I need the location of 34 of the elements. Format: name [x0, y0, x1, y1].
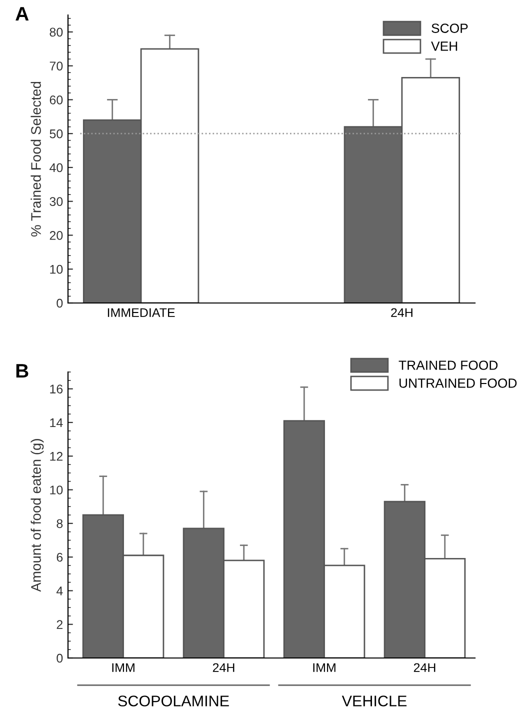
y-tick-label: 80: [50, 28, 63, 37]
x-tick-label: IMMEDIATE: [108, 308, 175, 317]
y-tick-label: 20: [50, 231, 63, 240]
y-tick-label: 0: [56, 654, 63, 663]
y-tick-label: 12: [50, 452, 63, 461]
x-tick-label: 24H: [391, 308, 412, 317]
legend-label: TRAINED FOOD: [398, 360, 498, 370]
y-axis-title: % Trained Food Selected: [30, 82, 41, 236]
text: SCOPOLAMINE: [118, 696, 229, 706]
y-tick-label: 0: [56, 298, 63, 308]
y-tick-label: 2: [56, 620, 63, 629]
y-tick-label: 8: [56, 519, 63, 528]
y-axis-title: Amount of food eaten (g): [30, 439, 44, 592]
y-tick-label: 4: [56, 586, 63, 596]
y-tick-label: 50: [50, 129, 63, 138]
x-tick-label: IMM: [112, 663, 134, 672]
x-tick-label: IMM: [313, 663, 336, 672]
y-tick-label: 30: [50, 197, 63, 206]
legend-label: VEH: [431, 42, 458, 51]
legend-label: UNTRAINED FOOD: [400, 378, 517, 388]
y-tick-label: 16: [50, 384, 63, 394]
x-tick-label: 24H: [414, 663, 436, 672]
y-tick-label: 6: [56, 552, 63, 562]
y-tick-label: 60: [50, 96, 63, 104]
legend-label: SCOP: [432, 24, 468, 33]
text: A: [16, 7, 29, 20]
y-tick-label: 40: [50, 163, 63, 172]
text: VEHICLE: [342, 696, 407, 706]
text: B: [16, 364, 28, 378]
y-tick-label: 14: [50, 418, 63, 427]
x-tick-label: 24H: [212, 663, 234, 672]
y-tick-label: 70: [50, 62, 63, 70]
y-tick-label: 10: [50, 264, 63, 274]
y-tick-label: 10: [50, 486, 63, 494]
